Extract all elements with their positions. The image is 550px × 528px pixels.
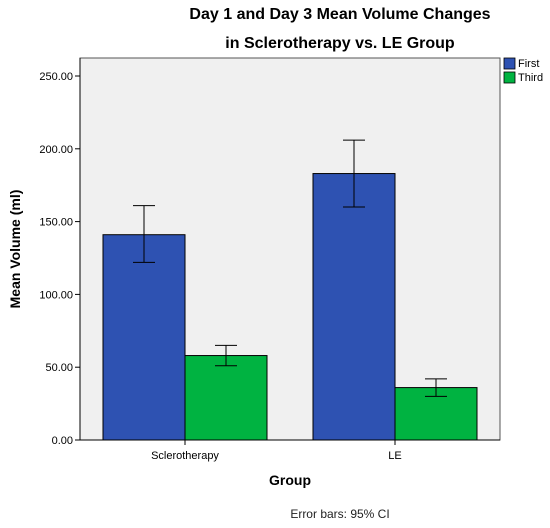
- x-axis-label: Group: [269, 472, 311, 488]
- chart-title-line-2: in Sclerotherapy vs. LE Group: [225, 35, 455, 52]
- y-tick-label: 0.00: [52, 435, 73, 447]
- y-tick-label: 50.00: [45, 362, 73, 374]
- legend-swatch-third: [503, 71, 516, 84]
- bar-first-sclerotherapy: [102, 234, 186, 441]
- bars-layer: [102, 139, 478, 441]
- chart-title-line-1: Day 1 and Day 3 Mean Volume Changes: [189, 6, 491, 23]
- x-tick-label: Sclerotherapy: [151, 450, 219, 462]
- legend-swatch-first: [503, 57, 516, 70]
- x-tick-label: LE: [388, 450, 401, 462]
- legend-label-first: First: [518, 58, 539, 70]
- y-ticks: 0.00 50.00 100.00 150.00 200.00 250.00: [39, 71, 80, 447]
- bar-third-sclerotherapy: [184, 355, 268, 441]
- y-tick-label: 150.00: [39, 217, 73, 229]
- y-tick-label: 100.00: [39, 289, 73, 301]
- bar-first-le: [312, 173, 396, 441]
- y-axis-label: Mean Volume (ml): [7, 190, 23, 309]
- error-bar-note: Error bars: 95% CI: [290, 507, 390, 521]
- y-tick-label: 200.00: [39, 144, 73, 156]
- x-ticks: Sclerotherapy LE: [151, 440, 402, 462]
- y-tick-label: 250.00: [39, 71, 73, 83]
- legend: First Third: [503, 57, 543, 84]
- legend-label-third: Third: [518, 72, 543, 84]
